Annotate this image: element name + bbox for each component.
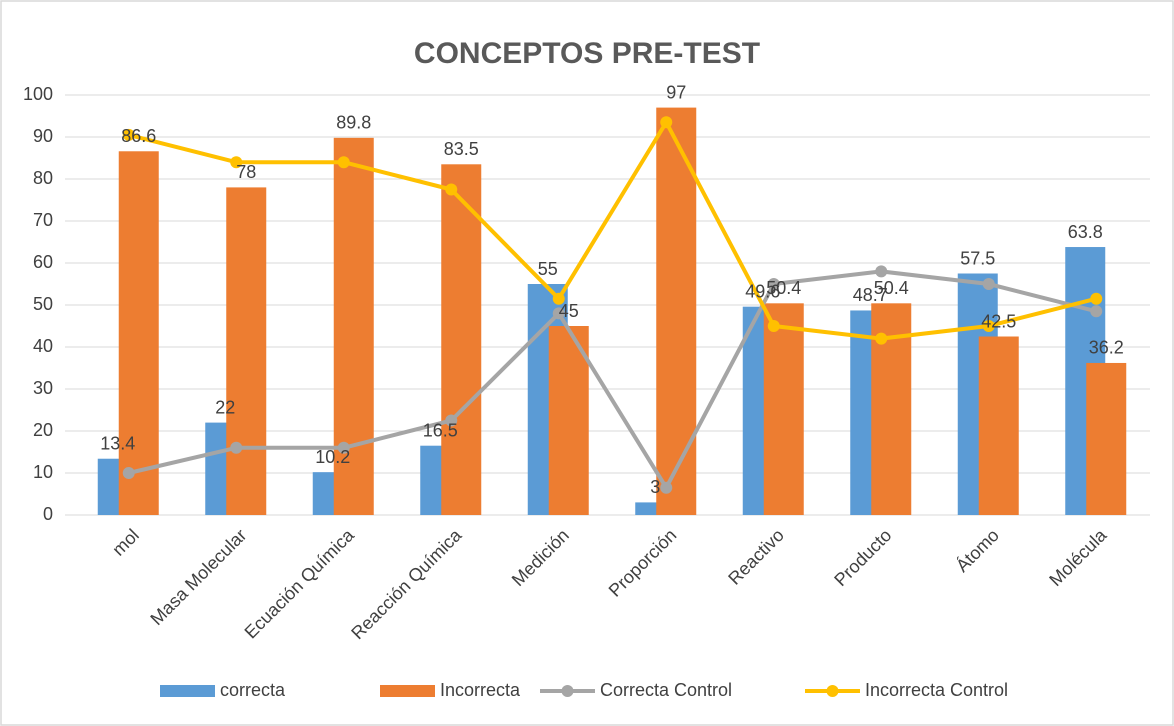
marker [337, 441, 350, 454]
y-tick-label: 10 [33, 462, 53, 482]
data-label: 78 [236, 162, 256, 182]
marker [1090, 305, 1103, 318]
y-tick-label: 80 [33, 168, 53, 188]
data-label: 3 [650, 477, 660, 497]
bar [118, 151, 159, 515]
data-label: 22 [215, 397, 235, 417]
marker [767, 278, 780, 290]
data-label: 83.5 [444, 139, 479, 159]
data-label: 50.4 [766, 278, 801, 298]
data-label: 89.8 [336, 113, 371, 133]
marker [122, 467, 135, 479]
chart-title: CONCEPTOS PRE-TEST [414, 37, 760, 70]
data-label: 16.5 [423, 420, 458, 440]
marker [552, 292, 565, 305]
marker [660, 116, 673, 129]
legend-label: correcta [220, 680, 286, 700]
marker [445, 183, 458, 196]
legend-swatch [826, 685, 839, 697]
y-tick-label: 60 [33, 252, 53, 272]
bar [548, 326, 589, 515]
data-label: 42.5 [981, 311, 1016, 331]
marker [767, 320, 780, 332]
bar [1086, 362, 1127, 515]
marker [552, 307, 565, 320]
bar [441, 164, 482, 516]
marker [230, 156, 243, 169]
marker [230, 441, 243, 454]
data-label: 50.4 [874, 278, 909, 298]
legend-swatch [380, 685, 435, 697]
bar [978, 336, 1019, 515]
bar [226, 187, 267, 515]
y-tick-label: 40 [33, 336, 53, 356]
line [128, 120, 1097, 341]
data-label: 55 [538, 259, 558, 279]
data-label: 48.7 [853, 285, 888, 305]
line [128, 269, 1097, 490]
marker [122, 128, 135, 141]
data-label: 97 [666, 82, 686, 102]
legend-label: Incorrecta [440, 680, 521, 700]
marker [445, 414, 458, 427]
marker [875, 265, 888, 278]
marker [337, 156, 350, 169]
data-label: 63.8 [1068, 222, 1103, 242]
bar [763, 303, 804, 515]
marker [1090, 292, 1103, 305]
marker [660, 481, 673, 494]
y-tick-label: 20 [33, 420, 53, 440]
y-tick-label: 30 [33, 378, 53, 398]
legend-swatch [561, 685, 574, 697]
data-label: 10.2 [315, 447, 350, 467]
data-label: 13.4 [100, 433, 135, 453]
y-tick-label: 50 [33, 294, 53, 314]
legend-swatch [160, 685, 215, 697]
data-label: 36.2 [1089, 338, 1124, 358]
data-label: 49.6 [745, 281, 780, 301]
y-tick-label: 100 [23, 84, 53, 104]
data-label: 57.5 [960, 248, 995, 268]
y-tick-label: 70 [33, 210, 53, 230]
legend-label: Correcta Control [600, 680, 732, 700]
marker [875, 332, 888, 345]
legend-label: Incorrecta Control [865, 680, 1008, 700]
marker [982, 278, 995, 290]
data-label: 86.6 [121, 126, 156, 146]
y-tick-label: 0 [43, 504, 53, 524]
y-tick-label: 90 [33, 126, 53, 146]
marker [982, 320, 995, 332]
data-label: 45 [559, 301, 579, 321]
